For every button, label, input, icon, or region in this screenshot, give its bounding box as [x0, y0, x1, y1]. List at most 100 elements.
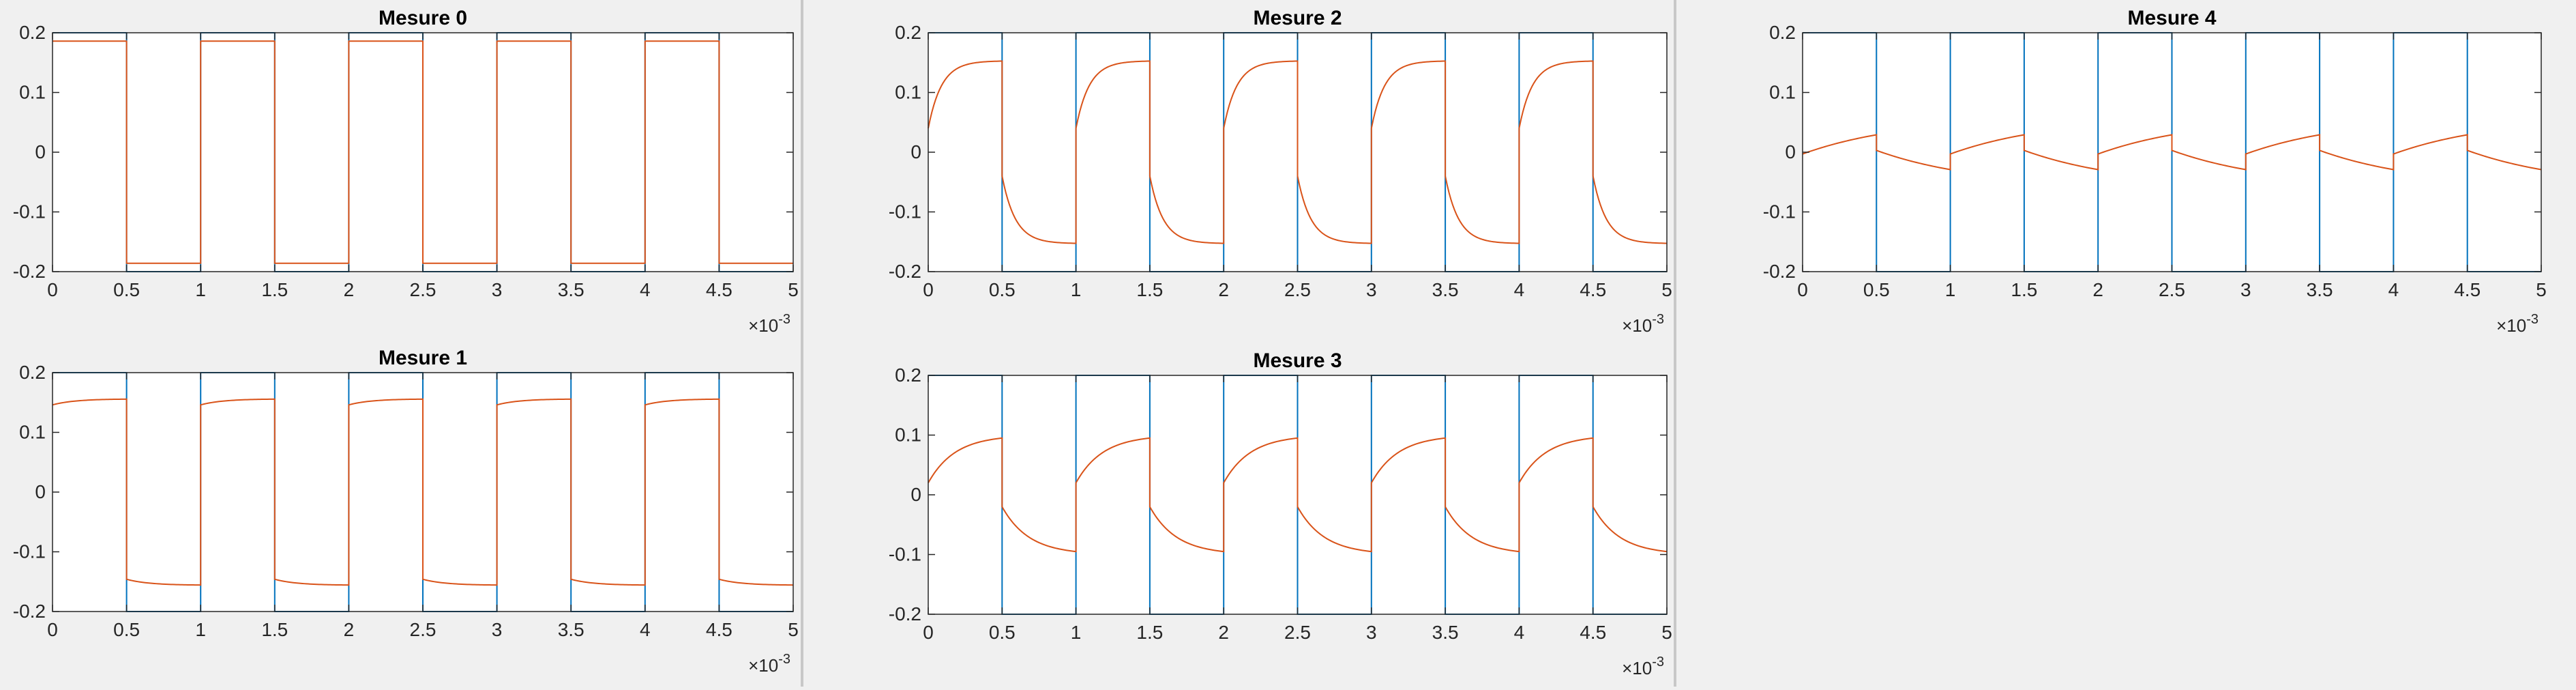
- x-tick-label: 2: [1218, 622, 1229, 643]
- x-tick-label: 0: [923, 622, 934, 643]
- x-tick-label: 0.5: [113, 279, 140, 300]
- y-tick-label: -0.1: [1763, 201, 1796, 222]
- chart-title: Mesure 4: [2127, 7, 2216, 29]
- x-tick-label: 3.5: [2307, 279, 2333, 300]
- response-line: [53, 40, 793, 264]
- axes-panel-0[interactable]: 0 0.5 1 1.5 2 2.5 3 3.5 4 4.5 5 -0.2 -0.1 0 0.1 0.2 Mesu…: [13, 7, 799, 336]
- y-tick-label: -0.1: [13, 541, 46, 562]
- x-tick-label: 4: [1514, 279, 1525, 300]
- y-tick-label: 0.1: [19, 422, 46, 443]
- x-tick-label: 0: [923, 279, 934, 300]
- y-tick-label: 0: [911, 141, 921, 162]
- y-tick-label: -0.2: [1763, 261, 1796, 282]
- x-tick-label: 0.5: [989, 279, 1016, 300]
- x-tick-label: 1.5: [2011, 279, 2037, 300]
- axes-panel-2[interactable]: 0 0.5 1 1.5 2 2.5 3 3.5 4 4.5 5 -0.2 -0.1 0 0.1 0.2 Mesu…: [889, 7, 1672, 336]
- y-tick-label: 0.1: [19, 82, 46, 103]
- y-tick-label: 0.1: [1769, 82, 1796, 103]
- y-tick-label: 0: [1785, 141, 1796, 162]
- x-tick-label: 5: [2536, 279, 2547, 300]
- x-exponent-label: ×10-3: [1622, 655, 1664, 678]
- x-tick-label: 1.5: [261, 619, 288, 640]
- y-tick-label: -0.2: [889, 603, 921, 624]
- x-tick-label: 5: [788, 279, 799, 300]
- axes-panel-4[interactable]: 0 0.5 1 1.5 2 2.5 3 3.5 4 4.5 5 -0.2 -0.1 0 0.1 0.2 Mesu…: [1763, 7, 2547, 336]
- x-tick-label: 4.5: [706, 619, 732, 640]
- x-tick-label: 5: [1661, 622, 1672, 643]
- y-tick-label: -0.1: [13, 201, 46, 222]
- x-tick-label: 1: [195, 279, 206, 300]
- panel-divider-left[interactable]: [801, 0, 803, 687]
- x-tick-label: 0: [1797, 279, 1808, 300]
- x-tick-label: 0.5: [989, 622, 1016, 643]
- x-exponent-label: ×10-3: [748, 652, 790, 676]
- x-tick-label: 2: [344, 619, 355, 640]
- y-tick-label: 0.2: [19, 22, 46, 43]
- panel-divider-right[interactable]: [1674, 0, 1676, 687]
- x-tick-label: 1.5: [1136, 279, 1163, 300]
- y-tick-label: 0.2: [19, 362, 46, 383]
- y-tick-label: 0: [911, 484, 921, 505]
- y-tick-label: -0.1: [889, 201, 921, 222]
- y-tick-label: -0.2: [889, 261, 921, 282]
- x-tick-label: 4.5: [2454, 279, 2481, 300]
- response-line: [928, 437, 1668, 553]
- x-tick-label: 3.5: [1432, 622, 1459, 643]
- x-exponent-label: ×10-3: [2496, 312, 2538, 336]
- x-tick-label: 5: [1661, 279, 1672, 300]
- y-tick-label: 0: [35, 481, 46, 502]
- x-tick-label: 4: [1514, 622, 1525, 643]
- x-tick-label: 2.5: [410, 279, 436, 300]
- x-tick-label: 2.5: [410, 619, 436, 640]
- x-tick-label: 3: [1366, 622, 1377, 643]
- x-tick-label: 2: [2092, 279, 2103, 300]
- x-exponent-label: ×10-3: [1622, 312, 1664, 336]
- x-tick-label: 3.5: [558, 619, 584, 640]
- x-tick-label: 0: [47, 619, 58, 640]
- y-tick-label: -0.2: [13, 261, 46, 282]
- x-tick-label: 1.5: [261, 279, 288, 300]
- x-tick-label: 1: [1071, 279, 1082, 300]
- x-tick-label: 3: [1366, 279, 1377, 300]
- response-line: [52, 398, 794, 586]
- chart-title: Mesure 0: [379, 7, 467, 29]
- x-tick-label: 0.5: [1863, 279, 1890, 300]
- y-tick-label: -0.2: [13, 601, 46, 622]
- x-tick-label: 2.5: [1284, 622, 1311, 643]
- axes-panel-1[interactable]: 0 0.5 1 1.5 2 2.5 3 3.5 4 4.5 5 -0.2 -0.1 0 0.1 0.2 Mesu…: [13, 347, 799, 676]
- x-tick-label: 4: [640, 619, 651, 640]
- x-tick-label: 1: [1071, 622, 1082, 643]
- axes-panel-3[interactable]: 0 0.5 1 1.5 2 2.5 3 3.5 4 4.5 5 -0.2 -0.1 0 0.1 0.2 Mesu…: [889, 349, 1672, 678]
- chart-title: Mesure 3: [1253, 349, 1342, 372]
- square-wave-line: [1803, 32, 2541, 272]
- y-tick-label: 0.2: [1769, 22, 1796, 43]
- response-line: [928, 60, 1668, 244]
- x-tick-label: 2: [344, 279, 355, 300]
- x-tick-label: 1: [1945, 279, 1956, 300]
- y-tick-label: -0.1: [889, 544, 921, 565]
- x-tick-label: 4: [640, 279, 651, 300]
- x-tick-label: 1: [195, 619, 206, 640]
- chart-title: Mesure 2: [1253, 7, 1342, 29]
- x-tick-label: 0.5: [113, 619, 140, 640]
- response-line: [1802, 134, 2542, 171]
- x-tick-label: 3: [492, 279, 503, 300]
- x-tick-label: 4.5: [1580, 622, 1606, 643]
- x-tick-label: 3.5: [1432, 279, 1459, 300]
- x-tick-label: 4.5: [706, 279, 732, 300]
- y-tick-label: 0: [35, 141, 46, 162]
- x-tick-label: 2: [1218, 279, 1229, 300]
- x-tick-label: 2.5: [2159, 279, 2185, 300]
- x-tick-label: 4: [2388, 279, 2399, 300]
- x-tick-label: 4.5: [1580, 279, 1606, 300]
- x-tick-label: 3.5: [558, 279, 584, 300]
- x-exponent-label: ×10-3: [748, 312, 790, 336]
- chart-title: Mesure 1: [379, 347, 467, 369]
- x-tick-label: 1.5: [1136, 622, 1163, 643]
- x-tick-label: 3: [492, 619, 503, 640]
- y-tick-label: 0.1: [895, 82, 921, 103]
- y-tick-label: 0.1: [895, 425, 921, 446]
- y-tick-label: 0.2: [895, 22, 921, 43]
